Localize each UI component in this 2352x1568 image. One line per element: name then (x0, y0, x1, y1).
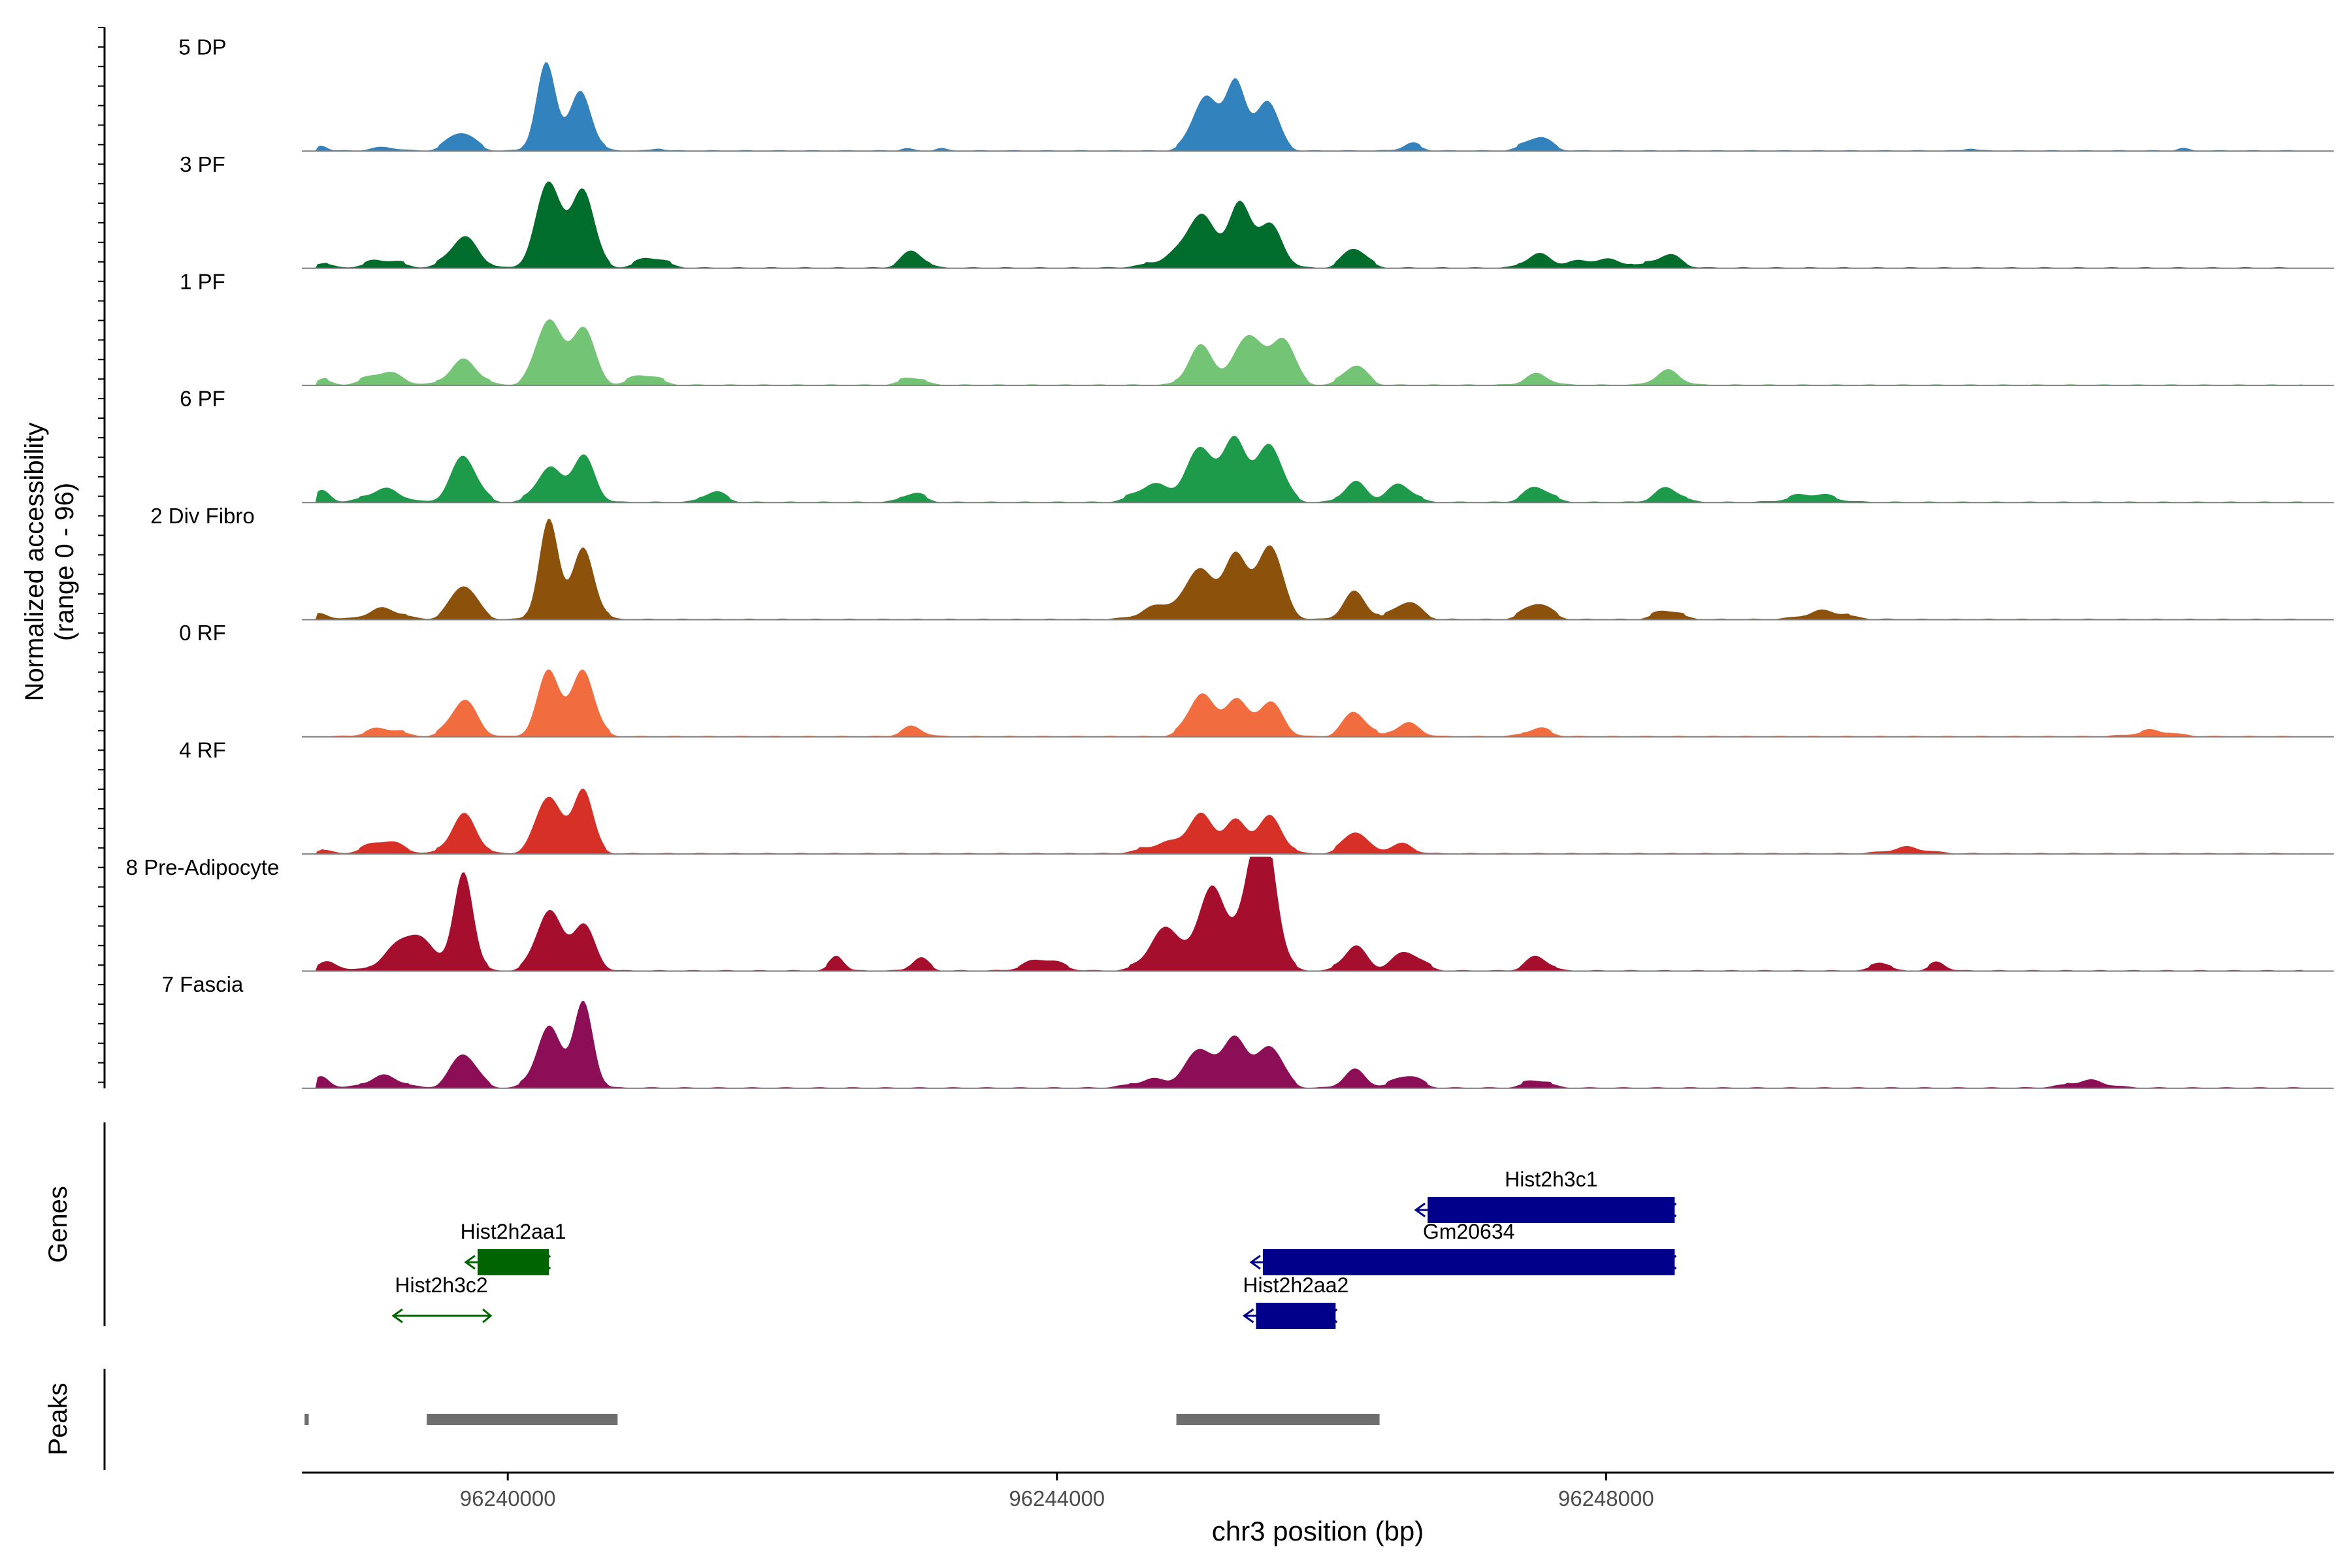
gene-label: Hist2h3c1 (1505, 1168, 1597, 1191)
x-axis: 96240000 96244000 96248000 (302, 1471, 2334, 1511)
strand-arrow (1667, 1202, 1677, 1218)
gene-label: Hist2h3c2 (395, 1273, 487, 1297)
track-label: 2 Div Fibro (150, 504, 255, 528)
gene-body (477, 1249, 549, 1275)
track-label: 3 PF (180, 152, 225, 176)
peaks-panel-label: Peaks (44, 1382, 73, 1455)
gene-label: Hist2h2aa1 (461, 1220, 566, 1243)
peak-regions (304, 1414, 1380, 1425)
gene-hist2h2aa1: Hist2h2aa1 (461, 1220, 566, 1275)
x-axis-label: chr3 position (bp) (1212, 1516, 1424, 1546)
genes-panel: Genes (44, 1122, 106, 1326)
coverage-tracks: 5 DP 3 PF 1 PF 6 PF 2 Div Fibro 0 RF 4 RF 8 Pre… (126, 35, 2334, 1089)
gene-hist2h2aa2: Hist2h2aa2 (1242, 1273, 1348, 1329)
strand-arrow (1667, 1254, 1677, 1270)
track-label: 1 PF (180, 269, 225, 293)
gene-annotations: Hist2h3c1 Gm20634 Hist2h2aa1 Hist2h2aa2 Hist… (391, 1168, 1677, 1329)
gene-hist2h3c1: Hist2h3c1 (1414, 1168, 1677, 1223)
track-label: 4 RF (179, 738, 226, 762)
gene-body (1428, 1197, 1675, 1223)
track-0-rf: 0 RF (179, 621, 2334, 738)
track-3-pf: 3 PF (180, 152, 2334, 269)
strand-arrow (464, 1254, 476, 1270)
track-label: 6 PF (180, 387, 225, 411)
peaks-panel: Peaks (44, 1369, 106, 1470)
track-7-fascia: 7 Fascia (162, 972, 2334, 1089)
gene-gm20634: Gm20634 (1249, 1220, 1677, 1275)
y-axis-label: Normalized accessibility(range 0 - 96) (20, 423, 79, 702)
gene-body (1262, 1249, 1675, 1275)
x-tick-label: 96240000 (460, 1486, 556, 1511)
genes-panel-label: Genes (44, 1186, 73, 1263)
track-8-pre-adipocyte: 8 Pre-Adipocyte (126, 855, 2334, 972)
x-tick-label: 96244000 (1009, 1486, 1105, 1511)
x-tick-label: 96248000 (1558, 1486, 1654, 1511)
track-label: 5 DP (178, 35, 226, 59)
y-axis-label-line: (range 0 - 96) (50, 483, 79, 641)
strand-arrow (482, 1308, 493, 1324)
strand-arrow (391, 1308, 403, 1324)
track-4-rf: 4 RF (179, 738, 2334, 855)
gene-label: Gm20634 (1423, 1220, 1515, 1243)
track-label: 7 Fascia (162, 972, 244, 996)
strand-arrow (1249, 1254, 1261, 1270)
peak-region (427, 1414, 618, 1425)
strand-arrow (540, 1254, 551, 1270)
y-axis (98, 27, 106, 1088)
gene-label: Hist2h2aa2 (1243, 1273, 1348, 1297)
strand-arrow (1327, 1308, 1338, 1324)
track-6-pf: 6 PF (180, 387, 2334, 504)
peak-region (1176, 1414, 1380, 1425)
strand-arrow (1242, 1308, 1254, 1324)
track-5-dp: 5 DP (178, 35, 2334, 152)
track-label: 0 RF (179, 621, 226, 645)
peak-region (304, 1414, 309, 1425)
track-label: 8 Pre-Adipocyte (126, 855, 280, 879)
strand-arrow (1414, 1202, 1426, 1218)
gene-body (1256, 1303, 1336, 1329)
y-axis-label-line: Normalized accessibility (20, 423, 49, 702)
gene-hist2h3c2: Hist2h3c2 (391, 1273, 493, 1324)
track-1-pf: 1 PF (180, 269, 2334, 386)
track-2-div-fibro: 2 Div Fibro (150, 504, 2334, 621)
